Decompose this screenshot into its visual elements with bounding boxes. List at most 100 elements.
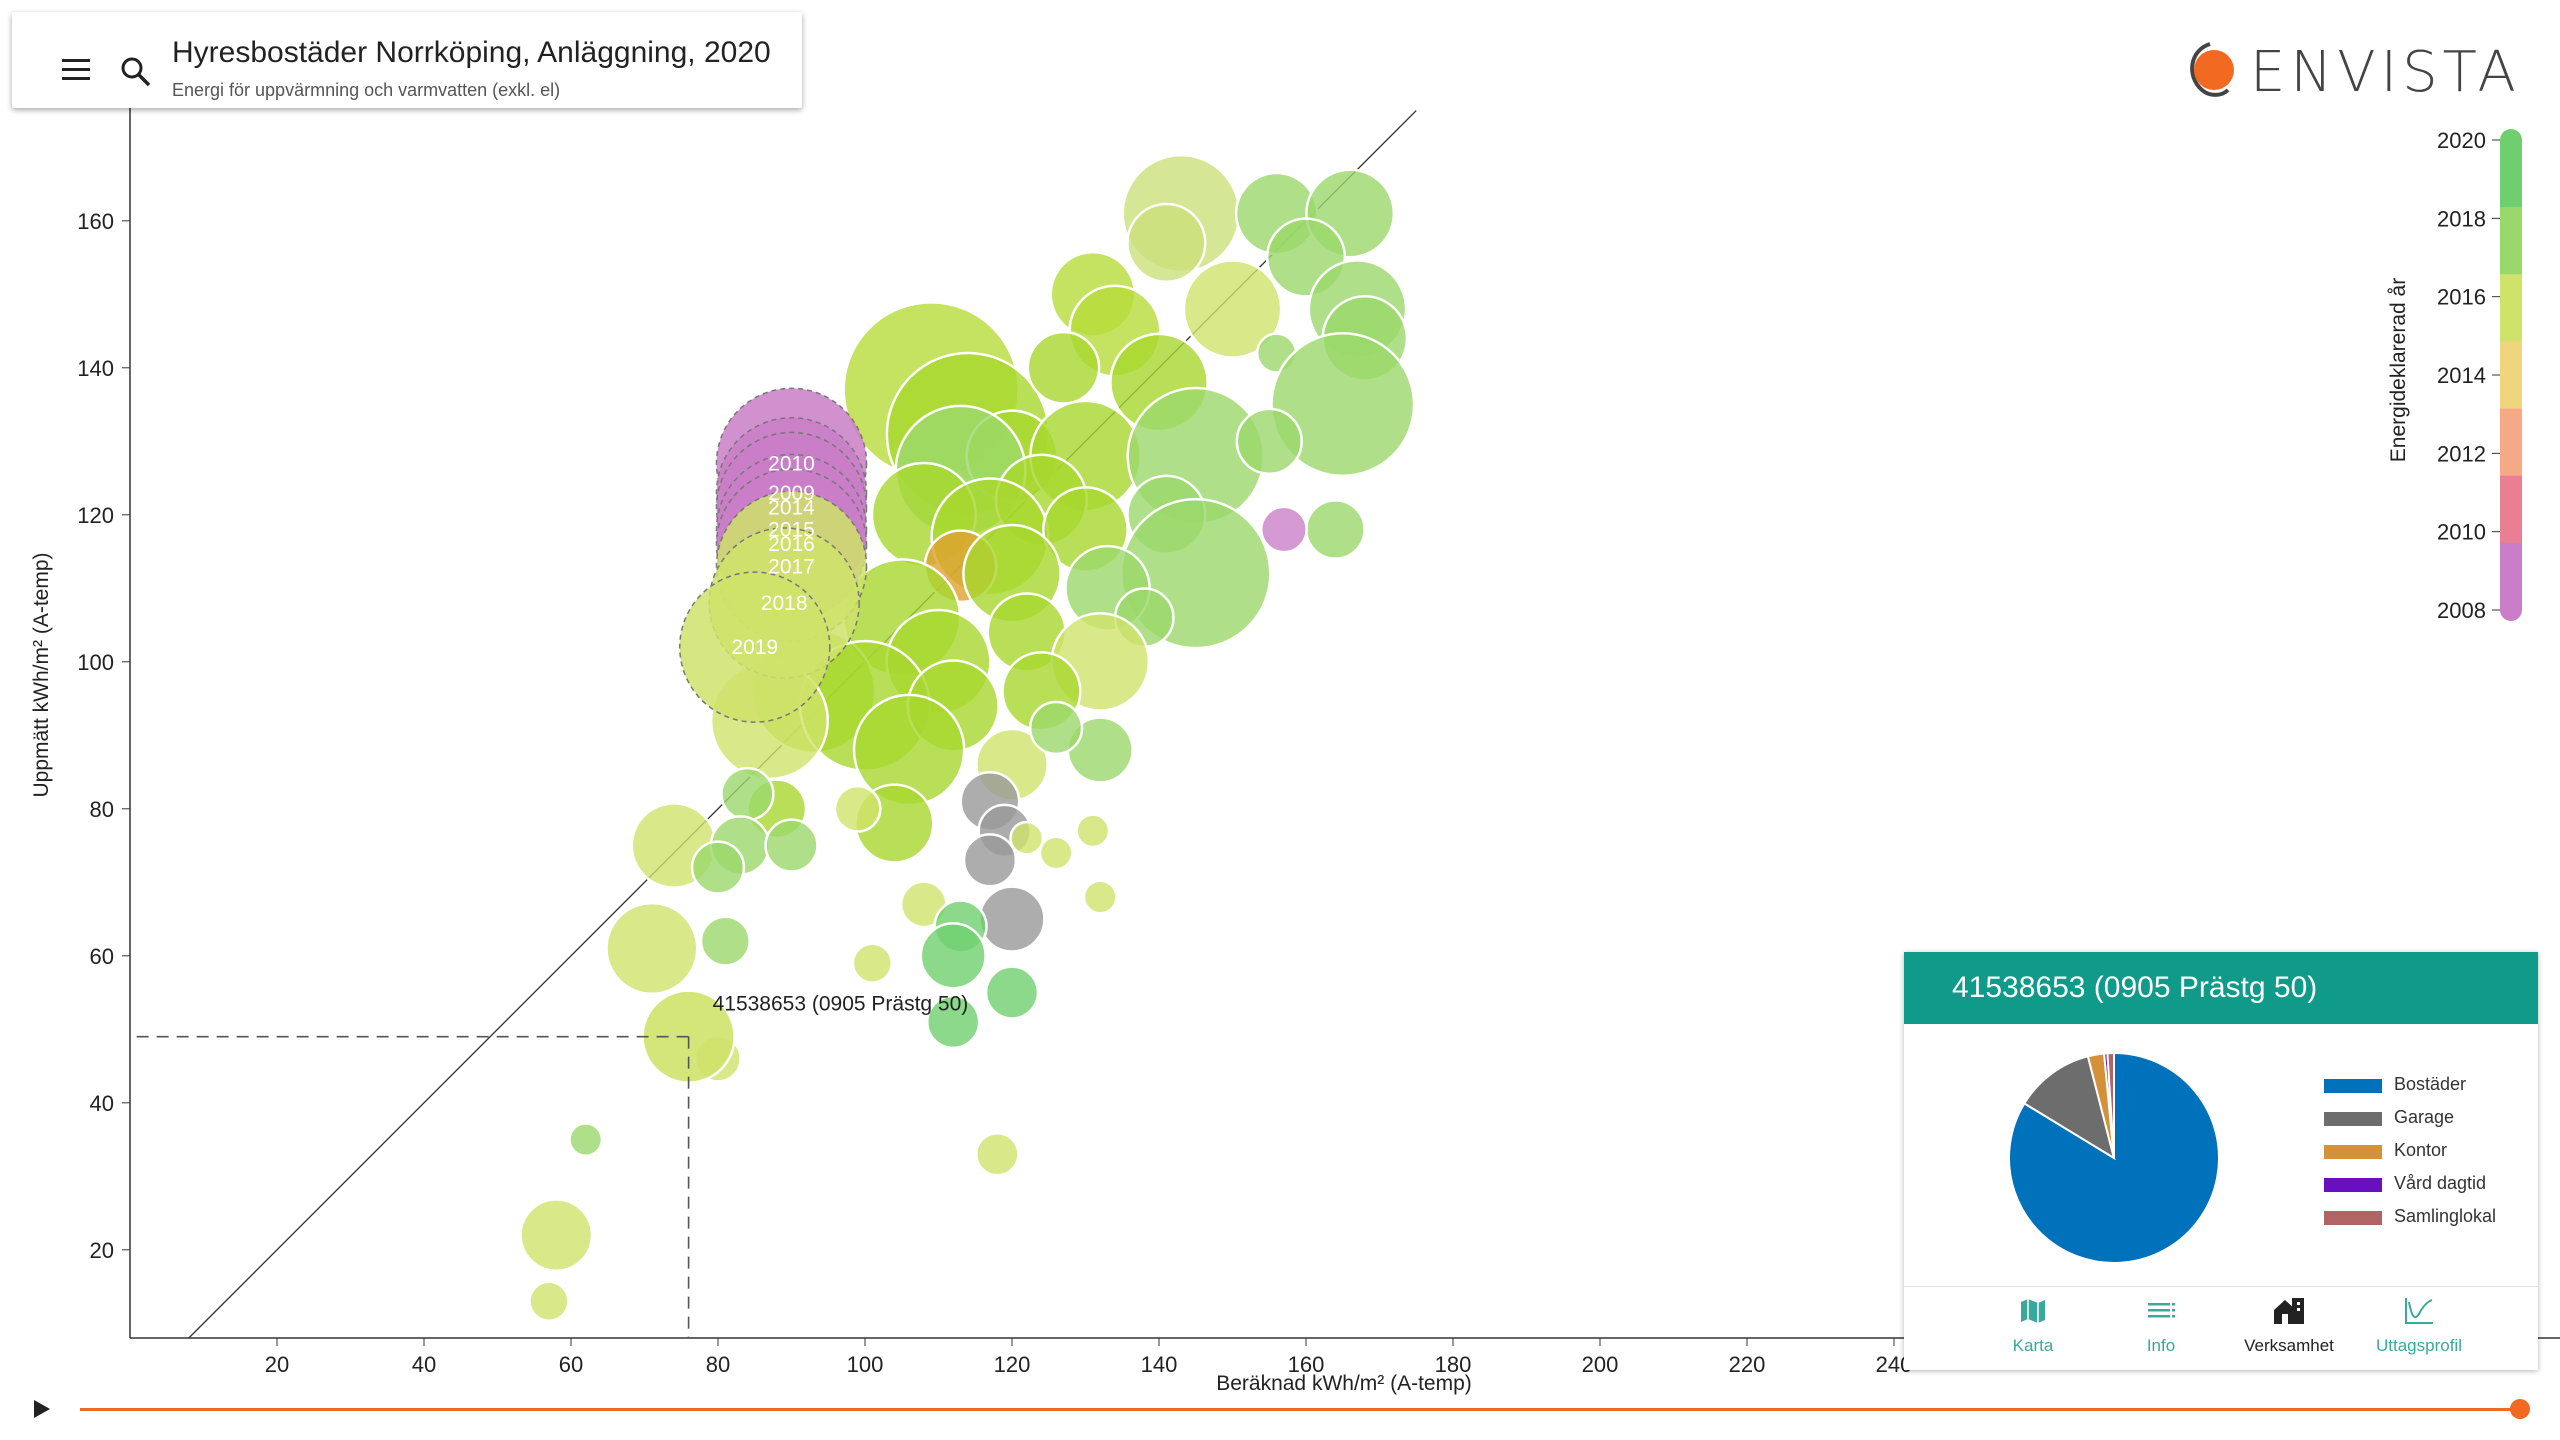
- logo-mark-icon: [2190, 42, 2234, 97]
- data-point[interactable]: [1028, 700, 1084, 756]
- data-point[interactable]: [528, 1280, 570, 1322]
- data-point[interactable]: [568, 1122, 604, 1158]
- trail-year-label: 2014: [768, 496, 815, 519]
- play-icon[interactable]: [30, 1394, 56, 1429]
- data-point[interactable]: [519, 1198, 594, 1272]
- data-point[interactable]: [833, 784, 882, 833]
- trail-year-label: 2018: [761, 592, 808, 615]
- legend-label: Garage: [2394, 1107, 2455, 1127]
- highlight-label: 41538653 (0905 Prästg 50): [713, 993, 969, 1016]
- x-tick-label: 100: [847, 1352, 884, 1377]
- tab-label: Info: [2146, 1336, 2176, 1355]
- trail-year-label: 2010: [768, 452, 815, 475]
- info-tabs: Karta Info Verksamhet Uttagsprofil: [1904, 1296, 2538, 1364]
- data-point[interactable]: [605, 901, 699, 996]
- legend-swatch: [2324, 1145, 2382, 1159]
- pie-slice: [2022, 1055, 2116, 1161]
- y-tick-label: 160: [77, 209, 114, 234]
- data-point[interactable]: [1075, 813, 1111, 849]
- logo-text: ENVISTA: [2250, 40, 2521, 105]
- colorbar-title: Energideklarerad år: [2387, 278, 2410, 462]
- y-tick-label: 140: [77, 356, 114, 381]
- page-subtitle: Energi för uppvärmning och varmvatten (e…: [172, 80, 561, 100]
- data-point[interactable]: [1270, 332, 1416, 478]
- y-axis-label: Uppmätt kWh/m² (A-temp): [30, 552, 53, 797]
- colorbar-segment: [2500, 140, 2522, 209]
- legend-swatch: [2324, 1079, 2382, 1093]
- menu-icon[interactable]: [62, 58, 92, 87]
- x-tick-label: 180: [1435, 1352, 1472, 1377]
- tab-uttagsprofil[interactable]: Uttagsprofil: [2354, 1296, 2484, 1356]
- data-point[interactable]: [962, 833, 1018, 888]
- trail-year-label: 2019: [731, 636, 778, 659]
- y-tick-label: 40: [90, 1091, 114, 1116]
- data-point[interactable]: [851, 942, 894, 984]
- tab-info[interactable]: Info: [2096, 1296, 2226, 1356]
- data-point[interactable]: [1082, 879, 1118, 915]
- map-icon: [1968, 1296, 2098, 1336]
- y-tick-label: 20: [90, 1238, 114, 1263]
- info-card-title: 41538653 (0905 Prästg 50): [1904, 952, 2538, 1024]
- x-tick-label: 60: [559, 1352, 583, 1377]
- color-legend: 2020 2018 2016 2014 2012 2010 2008: [2437, 128, 2522, 623]
- y-tick-label: 60: [90, 944, 114, 969]
- colorbar-cap: [2500, 599, 2522, 621]
- data-point[interactable]: [1038, 835, 1074, 871]
- data-point[interactable]: [974, 1131, 1020, 1177]
- x-tick-label: 160: [1288, 1352, 1325, 1377]
- legend-label: Kontor: [2394, 1140, 2448, 1160]
- colorbar-segment: [2500, 475, 2522, 544]
- data-point[interactable]: [1009, 820, 1045, 856]
- x-tick-label: 120: [994, 1352, 1031, 1377]
- data-point[interactable]: [690, 840, 746, 895]
- y-tick-label: 120: [77, 503, 114, 528]
- tab-karta[interactable]: Karta: [1968, 1296, 2098, 1356]
- data-point[interactable]: [720, 766, 775, 822]
- colorbar-tick-label: 2010: [2437, 520, 2486, 545]
- tab-label: Verksamhet: [2244, 1336, 2334, 1355]
- pie-chart: [2008, 1051, 2220, 1264]
- data-point[interactable]: [984, 965, 1040, 1020]
- x-tick-label: 220: [1729, 1352, 1766, 1377]
- colorbar-tick-label: 2014: [2437, 363, 2486, 388]
- x-tick-label: 80: [706, 1352, 730, 1377]
- data-point[interactable]: [1260, 505, 1308, 554]
- legend-swatch: [2324, 1178, 2382, 1192]
- pie-slice: [2106, 1051, 2115, 1159]
- data-point[interactable]: [1235, 407, 1303, 475]
- colorbar-segment: [2500, 408, 2522, 477]
- trail-point[interactable]: [679, 571, 831, 723]
- x-tick-label: 200: [1582, 1352, 1619, 1377]
- x-axis-label: Beräknad kWh/m² (A-temp): [1216, 1372, 1472, 1395]
- search-icon[interactable]: [120, 56, 152, 93]
- legend-swatch: [2324, 1112, 2382, 1126]
- colorbar-tick-label: 2020: [2437, 128, 2486, 153]
- divider: [1904, 1286, 2538, 1287]
- timeline-handle[interactable]: [2510, 1399, 2530, 1419]
- data-point[interactable]: [764, 818, 819, 873]
- data-point[interactable]: [1304, 499, 1366, 560]
- data-point[interactable]: [1182, 259, 1283, 359]
- data-point[interactable]: [699, 915, 751, 967]
- colorbar-segment: [2500, 341, 2522, 410]
- colorbar-cap: [2500, 129, 2522, 151]
- buildings-icon: [2224, 1296, 2354, 1336]
- colorbar-tick-label: 2012: [2437, 441, 2486, 466]
- trail-year-label: 2015: [768, 519, 815, 542]
- tab-label: Uttagsprofil: [2376, 1336, 2462, 1355]
- data-point[interactable]: [978, 885, 1046, 953]
- data-point[interactable]: [1026, 330, 1101, 405]
- colorbar-segment: [2500, 274, 2522, 343]
- x-tick-label: 40: [412, 1352, 436, 1377]
- data-point[interactable]: [926, 994, 981, 1050]
- tab-verksamhet[interactable]: Verksamhet: [2224, 1296, 2354, 1356]
- legend-label: Samlinglokal: [2394, 1206, 2497, 1226]
- colorbar-segment: [2500, 542, 2522, 611]
- data-point[interactable]: [1126, 202, 1207, 283]
- data-point[interactable]: [919, 922, 987, 990]
- legend-swatch: [2324, 1211, 2382, 1225]
- timeline-slider[interactable]: [80, 1399, 2530, 1419]
- highlight-guide: [130, 1035, 690, 1338]
- x-tick-label: 20: [265, 1352, 289, 1377]
